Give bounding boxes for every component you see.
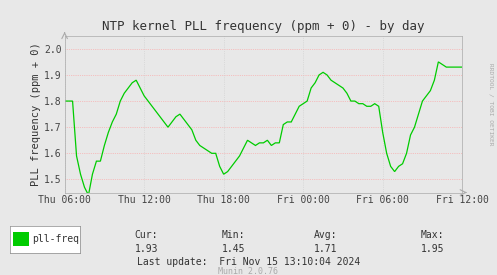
- Text: Munin 2.0.76: Munin 2.0.76: [219, 267, 278, 275]
- Text: Max:: Max:: [420, 230, 444, 240]
- Text: pll-freq: pll-freq: [32, 234, 79, 244]
- Text: 1.93: 1.93: [135, 244, 159, 254]
- Text: Avg:: Avg:: [314, 230, 337, 240]
- Text: RRDTOOL / TOBI OETIKER: RRDTOOL / TOBI OETIKER: [488, 63, 493, 146]
- Text: 1.95: 1.95: [420, 244, 444, 254]
- Text: Last update:  Fri Nov 15 13:10:04 2024: Last update: Fri Nov 15 13:10:04 2024: [137, 257, 360, 266]
- Bar: [13, 232, 29, 246]
- Text: Min:: Min:: [222, 230, 246, 240]
- Text: 1.45: 1.45: [222, 244, 246, 254]
- Text: Cur:: Cur:: [135, 230, 159, 240]
- Y-axis label: PLL frequency (ppm + 0): PLL frequency (ppm + 0): [31, 42, 41, 186]
- Title: NTP kernel PLL frequency (ppm + 0) - by day: NTP kernel PLL frequency (ppm + 0) - by …: [102, 20, 424, 33]
- Text: 1.71: 1.71: [314, 244, 337, 254]
